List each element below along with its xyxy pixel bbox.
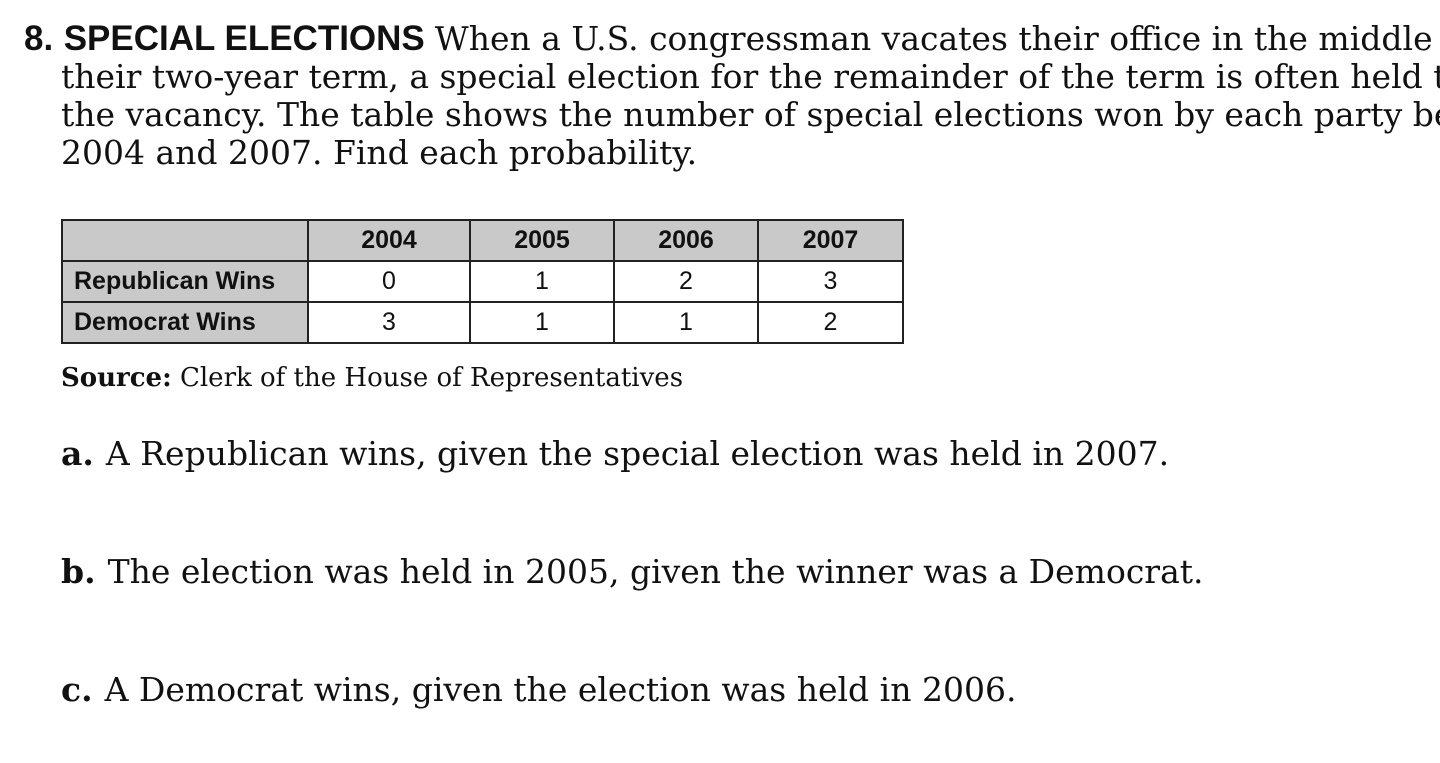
problem-text-line-2: their two-year term, a special election … [61, 57, 1440, 96]
table-cell: 1 [613, 301, 759, 344]
problem-text-line-1: When a U.S. congressman vacates their of… [434, 19, 1440, 58]
table-cell: 2 [613, 260, 759, 303]
question-b-text: The election was held in 2005, given the… [107, 552, 1204, 591]
table-cell: 3 [307, 301, 471, 344]
row-header-republican-wins: Republican Wins [61, 260, 309, 303]
table-cell: 2 [757, 301, 904, 344]
question-a-letter: a. [61, 434, 94, 473]
source-label: Source: [61, 363, 172, 393]
question-c-text: A Democrat wins, given the election was … [104, 670, 1017, 709]
question-c: c. A Democrat wins, given the election wa… [61, 670, 1016, 709]
table-cell: 3 [757, 260, 904, 303]
problem-text-line-4: 2004 and 2007. Find each probability. [61, 133, 698, 172]
problem-first-line: 8. SPECIAL ELECTIONS When a U.S. congress… [24, 19, 1440, 58]
table-cell: 0 [307, 260, 471, 303]
question-c-letter: c. [61, 670, 93, 709]
table-header-row: 2004 2005 2006 2007 [61, 219, 904, 262]
column-header-2005: 2005 [469, 219, 615, 262]
question-b: b. The election was held in 2005, given t… [61, 552, 1204, 591]
source-citation: Source: Clerk of the House of Representa… [61, 363, 683, 393]
problem-number: 8. [24, 19, 54, 58]
problem-text-line-3: the vacancy. The table shows the number … [61, 95, 1440, 134]
column-header-2006: 2006 [613, 219, 759, 262]
table-cell: 1 [469, 301, 615, 344]
table-cell: 1 [469, 260, 615, 303]
problem-title: SPECIAL ELECTIONS [63, 19, 425, 58]
question-b-letter: b. [61, 552, 96, 591]
table-row: Republican Wins 0 1 2 3 [61, 260, 904, 303]
row-header-democrat-wins: Democrat Wins [61, 301, 309, 344]
column-header-2007: 2007 [757, 219, 904, 262]
special-elections-table: 2004 2005 2006 2007 Republican Wins 0 1 … [61, 219, 904, 344]
table-corner-cell [61, 219, 309, 262]
question-a: a. A Republican wins, given the special e… [61, 434, 1169, 473]
table-row: Democrat Wins 3 1 1 2 [61, 301, 904, 344]
column-header-2004: 2004 [307, 219, 471, 262]
problem-statement: 8. SPECIAL ELECTIONS When a U.S. congress… [24, 19, 1440, 172]
question-a-text: A Republican wins, given the special ele… [105, 434, 1170, 473]
source-text: Clerk of the House of Representatives [179, 363, 684, 393]
